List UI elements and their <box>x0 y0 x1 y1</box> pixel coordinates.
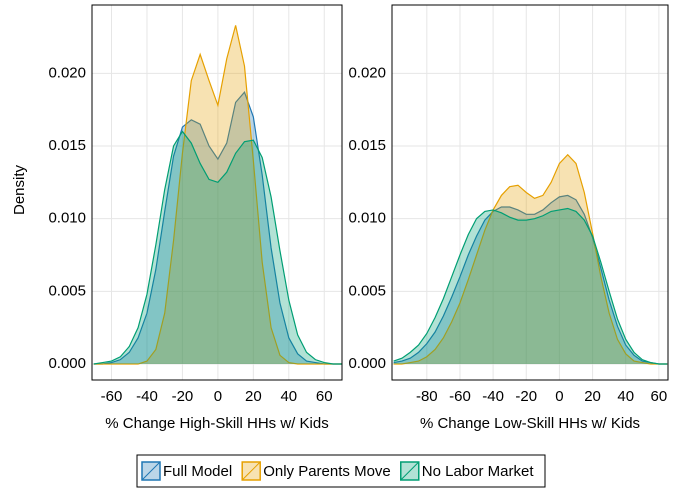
density-area <box>393 208 668 365</box>
x-tick-label: 60 <box>316 388 333 405</box>
x-tick-label: -80 <box>416 388 438 405</box>
x-tick-label: -40 <box>482 388 504 405</box>
density-line <box>393 153 668 365</box>
legend-swatch-line <box>241 461 261 481</box>
y-tick-label: 0.010 <box>48 210 86 227</box>
density-line <box>393 207 668 365</box>
density-line <box>93 25 342 365</box>
x-axis-label: % Change Low-Skill HHs w/ Kids <box>420 415 640 432</box>
legend-label: Full Model <box>163 463 232 480</box>
x-tick-label: -40 <box>136 388 158 405</box>
x-tick-label: 20 <box>584 388 601 405</box>
x-tick-label: -20 <box>172 388 194 405</box>
x-tick-label: 40 <box>617 388 634 405</box>
density-line <box>93 91 342 365</box>
y-tick-label: 0.000 <box>348 355 386 372</box>
density-line <box>393 194 668 365</box>
legend-swatch-line <box>141 461 161 481</box>
x-tick-label: -60 <box>101 388 123 405</box>
legend-label: No Labor Market <box>422 463 535 480</box>
legend-label: Only Parents Move <box>263 463 391 480</box>
x-tick-label: -20 <box>515 388 537 405</box>
y-tick-label: 0.005 <box>348 282 386 299</box>
plot-frame <box>391 4 669 381</box>
y-axis-label: Density <box>11 164 28 215</box>
density-area <box>393 154 668 365</box>
x-tick-label: 40 <box>280 388 297 405</box>
y-tick-label: 0.000 <box>48 355 86 372</box>
plot-frame <box>91 4 343 381</box>
y-tick-label: 0.005 <box>48 282 86 299</box>
x-tick-label: 0 <box>214 388 222 405</box>
x-tick-label: 0 <box>555 388 563 405</box>
density-area <box>93 92 343 365</box>
y-tick-label: 0.020 <box>48 64 86 81</box>
legend-swatch-line <box>400 461 420 481</box>
y-tick-label: 0.015 <box>348 137 386 154</box>
density-area <box>393 195 668 365</box>
x-axis-label: % Change High-Skill HHs w/ Kids <box>105 415 328 432</box>
y-tick-label: 0.010 <box>348 210 386 227</box>
density-line <box>93 130 342 365</box>
density-area <box>93 25 343 365</box>
y-tick-label: 0.020 <box>348 64 386 81</box>
x-tick-label: 20 <box>245 388 262 405</box>
x-tick-label: 60 <box>651 388 668 405</box>
y-tick-label: 0.015 <box>48 137 86 154</box>
legend <box>136 454 546 488</box>
x-tick-label: -60 <box>449 388 471 405</box>
density-area <box>93 131 343 365</box>
